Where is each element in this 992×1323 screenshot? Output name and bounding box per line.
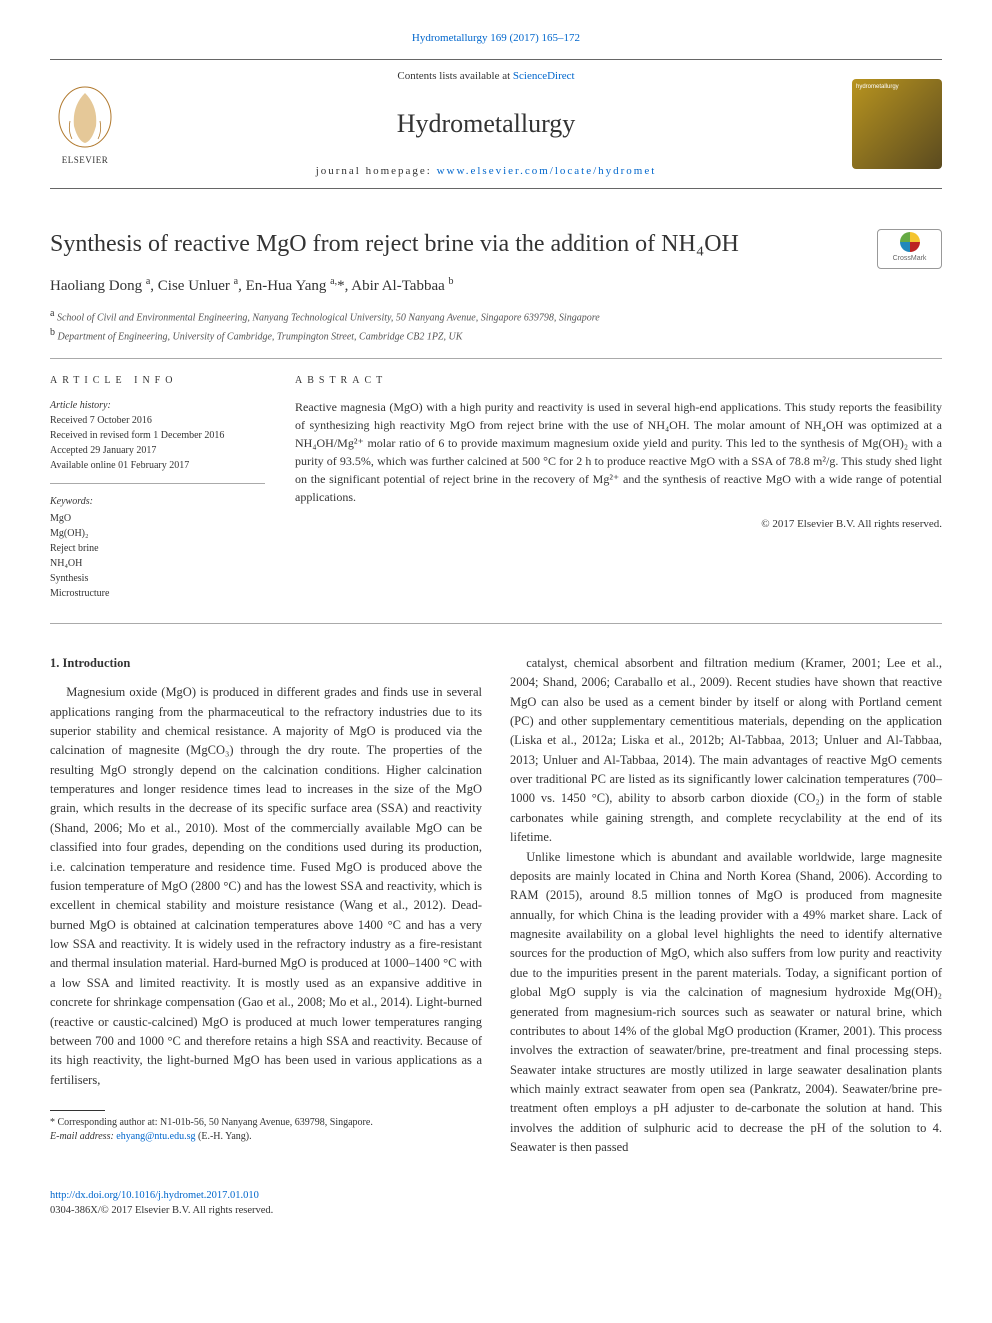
journal-cover-thumb (852, 79, 942, 169)
header-center: Contents lists available at ScienceDirec… (120, 68, 852, 180)
journal-homepage-link[interactable]: www.elsevier.com/locate/hydromet (437, 165, 657, 177)
body-paragraph: catalyst, chemical absorbent and filtrat… (510, 654, 942, 848)
keywords-label: Keywords: (50, 494, 265, 509)
footnote-rule (50, 1110, 105, 1111)
page-footer: http://dx.doi.org/10.1016/j.hydromet.201… (50, 1188, 942, 1220)
section-1-heading: 1. Introduction (50, 654, 482, 673)
authors-line: Haoliang Dong a, Cise Unluer a, En-Hua Y… (50, 274, 942, 298)
sciencedirect-link[interactable]: ScienceDirect (513, 70, 575, 82)
journal-name: Hydrometallurgy (120, 104, 852, 143)
journal-header: ELSEVIER Contents lists available at Sci… (50, 59, 942, 189)
crossmark-badge[interactable]: CrossMark (877, 229, 942, 269)
keywords-list: MgO Mg(OH)₂ Reject brine NH₄OH Synthesis… (50, 511, 265, 601)
article-info-heading: ARTICLE INFO (50, 373, 265, 388)
homepage-line: journal homepage: www.elsevier.com/locat… (120, 163, 852, 180)
article-info-column: ARTICLE INFO Article history: Received 7… (50, 373, 265, 601)
elsevier-logo: ELSEVIER (50, 81, 120, 166)
crossmark-icon (900, 232, 920, 252)
svg-text:ELSEVIER: ELSEVIER (62, 155, 109, 165)
body-paragraph: Magnesium oxide (MgO) is produced in dif… (50, 683, 482, 1090)
abstract-heading: ABSTRACT (295, 373, 942, 388)
contents-lists-line: Contents lists available at ScienceDirec… (120, 68, 852, 85)
article-body: 1. Introduction Magnesium oxide (MgO) is… (50, 654, 942, 1158)
article-title: Synthesis of reactive MgO from reject br… (50, 229, 739, 260)
doi-link[interactable]: http://dx.doi.org/10.1016/j.hydromet.201… (50, 1190, 259, 1201)
header-citation-link[interactable]: Hydrometallurgy 169 (2017) 165–172 (50, 30, 942, 47)
body-paragraph: Unlike limestone which is abundant and a… (510, 848, 942, 1158)
divider (50, 358, 942, 359)
affiliations: a School of Civil and Environmental Engi… (50, 307, 942, 344)
issn-copyright: 0304-386X/© 2017 Elsevier B.V. All right… (50, 1203, 942, 1219)
abstract-text: Reactive magnesia (MgO) with a high puri… (295, 398, 942, 506)
abstract-column: ABSTRACT Reactive magnesia (MgO) with a … (295, 373, 942, 601)
abstract-copyright: © 2017 Elsevier B.V. All rights reserved… (295, 516, 942, 533)
email-link[interactable]: ehyang@ntu.edu.sg (116, 1131, 195, 1142)
article-history: Article history: Received 7 October 2016… (50, 398, 265, 484)
corresponding-footnote: * Corresponding author at: N1-01b-56, 50… (50, 1116, 482, 1144)
